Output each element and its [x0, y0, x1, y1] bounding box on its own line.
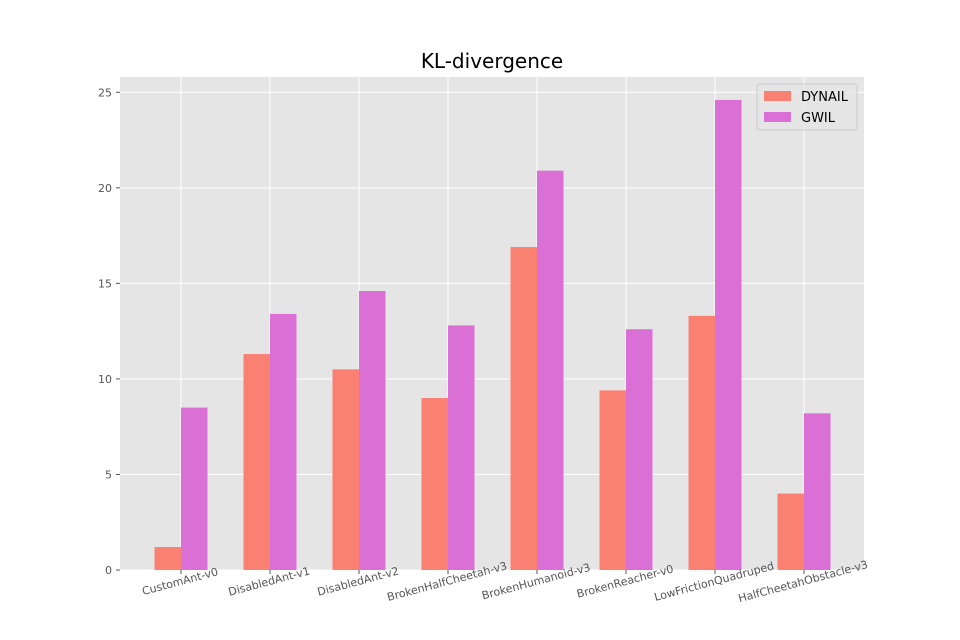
bar-dynail-3 — [421, 398, 448, 570]
bar-gwil-6 — [715, 99, 742, 570]
y-tick-label: 25 — [98, 86, 112, 99]
bar-gwil-0 — [181, 407, 208, 570]
legend-label-dynail: DYNAIL — [801, 90, 849, 105]
legend: DYNAIL GWIL — [756, 83, 858, 131]
y-tick-label: 5 — [105, 468, 112, 481]
bars — [154, 99, 831, 571]
bar-gwil-5 — [626, 329, 653, 570]
y-tick-label: 10 — [98, 373, 112, 386]
y-tick-label: 20 — [98, 182, 112, 195]
bar-gwil-2 — [359, 291, 386, 570]
legend-swatch-gwil — [764, 112, 791, 122]
bar-dynail-0 — [154, 547, 181, 570]
legend-label-gwil: GWIL — [801, 111, 836, 126]
bar-dynail-7 — [777, 493, 804, 570]
y-axis: 0 5 10 15 20 25 — [98, 86, 120, 577]
bar-dynail-1 — [243, 354, 270, 570]
bar-dynail-5 — [599, 390, 626, 570]
bar-gwil-4 — [537, 170, 564, 571]
y-tick-label: 0 — [105, 564, 112, 577]
bar-gwil-7 — [804, 413, 831, 570]
bar-dynail-4 — [510, 247, 537, 570]
legend-swatch-dynail — [764, 91, 791, 101]
bar-gwil-1 — [270, 313, 297, 570]
plot-area — [120, 77, 864, 570]
bar-dynail-6 — [688, 315, 715, 570]
chart-title: KL-divergence — [421, 49, 563, 73]
y-tick-label: 15 — [98, 277, 112, 290]
bar-dynail-2 — [332, 369, 359, 570]
bar-gwil-3 — [448, 325, 475, 570]
